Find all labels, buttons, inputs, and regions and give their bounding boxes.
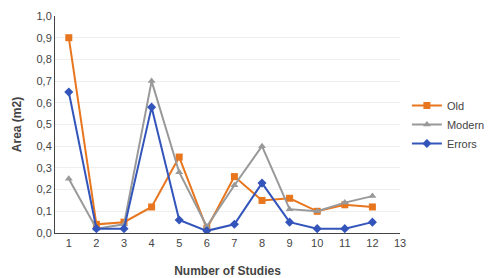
svg-text:3: 3: [121, 237, 127, 249]
svg-text:11: 11: [339, 237, 350, 249]
svg-text:0,2: 0,2: [37, 183, 52, 195]
svg-text:Old: Old: [447, 100, 464, 112]
svg-text:12: 12: [366, 237, 378, 249]
svg-text:5: 5: [176, 237, 182, 249]
svg-text:0,8: 0,8: [37, 53, 52, 65]
svg-text:1: 1: [66, 237, 72, 249]
svg-text:7: 7: [231, 237, 237, 249]
svg-text:6: 6: [204, 237, 210, 249]
svg-text:2: 2: [93, 237, 99, 249]
svg-text:Area (m2): Area (m2): [10, 97, 24, 152]
svg-text:0,0: 0,0: [37, 227, 52, 239]
svg-text:0,5: 0,5: [37, 118, 52, 130]
svg-text:13: 13: [394, 237, 406, 249]
svg-text:0,3: 0,3: [37, 162, 52, 174]
svg-text:9: 9: [287, 237, 293, 249]
svg-text:Modern: Modern: [447, 119, 484, 131]
svg-text:Errors: Errors: [447, 138, 477, 150]
svg-text:10: 10: [311, 237, 323, 249]
svg-text:0,9: 0,9: [37, 32, 52, 44]
svg-text:0,4: 0,4: [37, 140, 52, 152]
svg-text:0,7: 0,7: [37, 75, 52, 87]
svg-text:1,0: 1,0: [37, 10, 52, 22]
svg-text:0,6: 0,6: [37, 97, 52, 109]
svg-text:4: 4: [149, 237, 155, 249]
svg-text:8: 8: [259, 237, 265, 249]
svg-text:0,1: 0,1: [37, 205, 52, 217]
svg-text:Number of Studies: Number of Studies: [174, 264, 281, 278]
